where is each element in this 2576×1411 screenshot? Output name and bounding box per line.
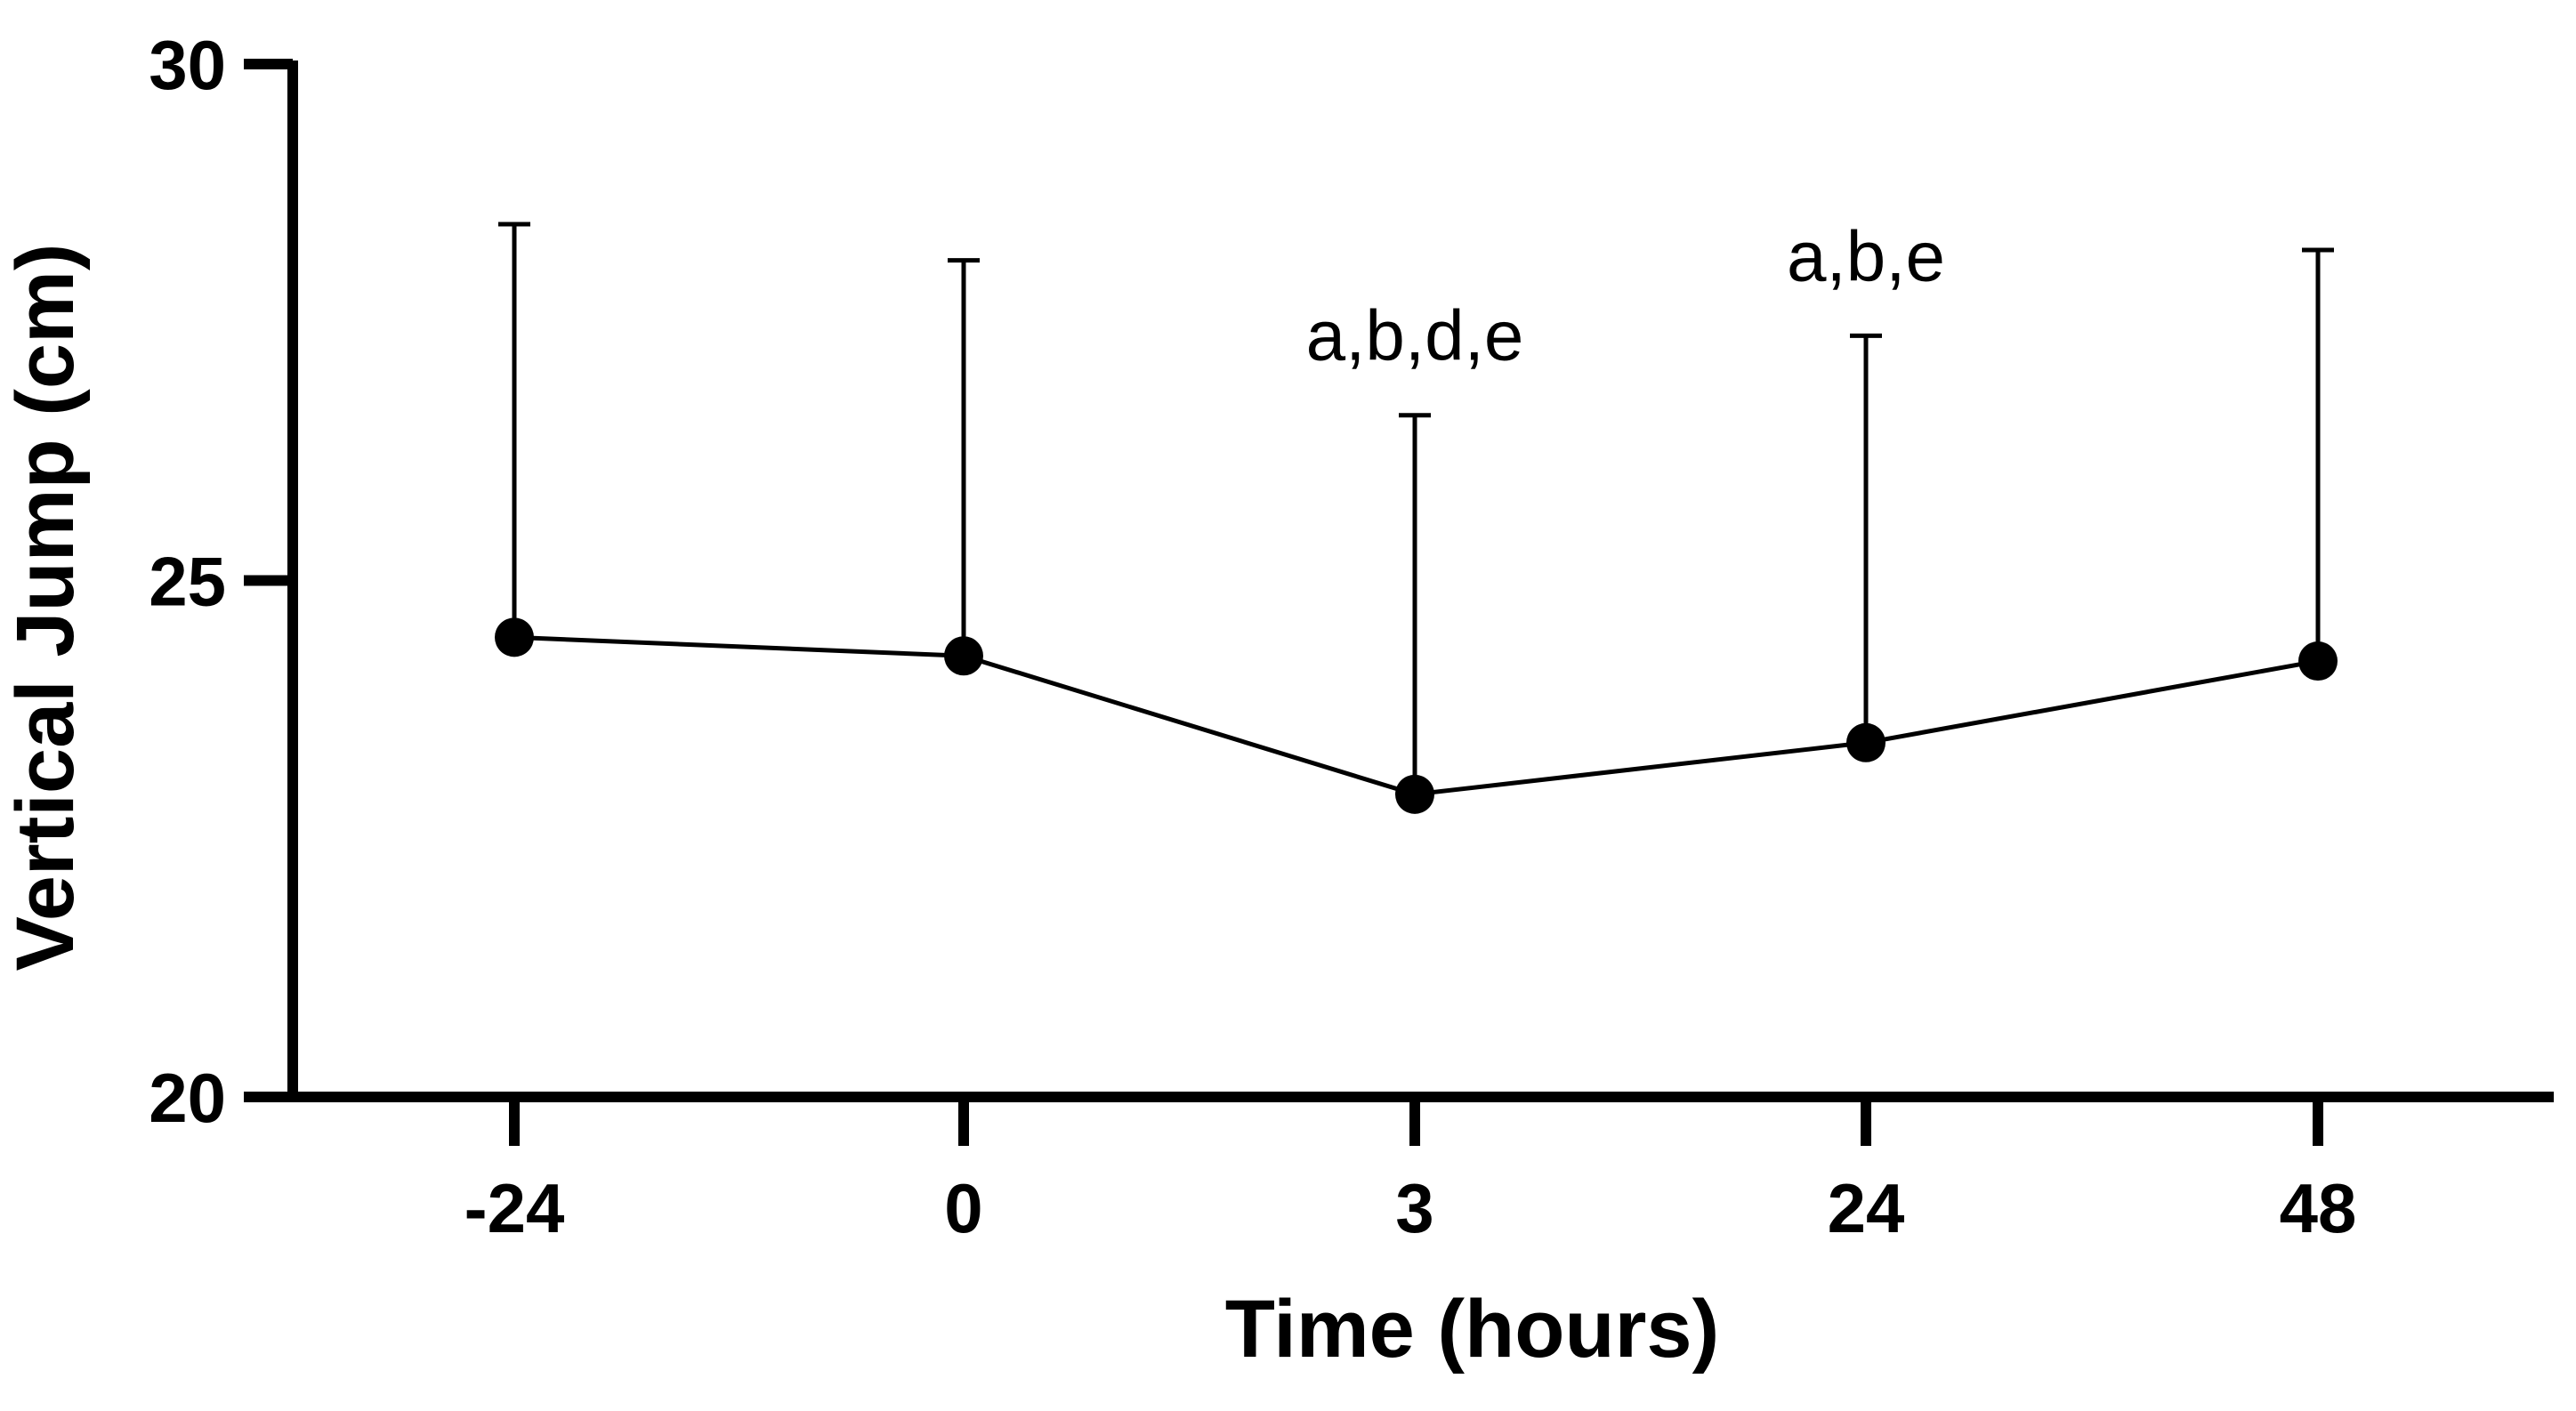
data-point <box>2298 641 2338 681</box>
y-tick-label: 30 <box>149 26 226 104</box>
y-tick-label: 25 <box>149 543 226 621</box>
annotation-label: a,b,e <box>1787 216 1945 295</box>
data-point <box>1395 774 1434 814</box>
x-tick-label: 48 <box>2280 1169 2357 1247</box>
x-tick-label: 24 <box>1828 1169 1905 1247</box>
data-point <box>495 617 534 657</box>
x-tick-label: -24 <box>464 1169 565 1247</box>
x-tick-label: 3 <box>1395 1169 1433 1247</box>
data-points <box>495 617 2338 814</box>
axes <box>244 59 2554 1146</box>
x-axis-title: Time (hours) <box>1225 1284 1719 1375</box>
y-tick-label: 20 <box>149 1059 226 1137</box>
labels: 20 25 30 -24 0 3 24 48 a,b,d,e a,b,e <box>149 26 2356 1247</box>
error-bars <box>498 222 2334 794</box>
data-point <box>944 636 983 676</box>
data-point <box>1846 722 1886 762</box>
x-tick-label: 0 <box>944 1169 982 1247</box>
annotation-label: a,b,d,e <box>1306 296 1524 375</box>
y-axis-title: Vertical Jump (cm) <box>0 243 91 971</box>
